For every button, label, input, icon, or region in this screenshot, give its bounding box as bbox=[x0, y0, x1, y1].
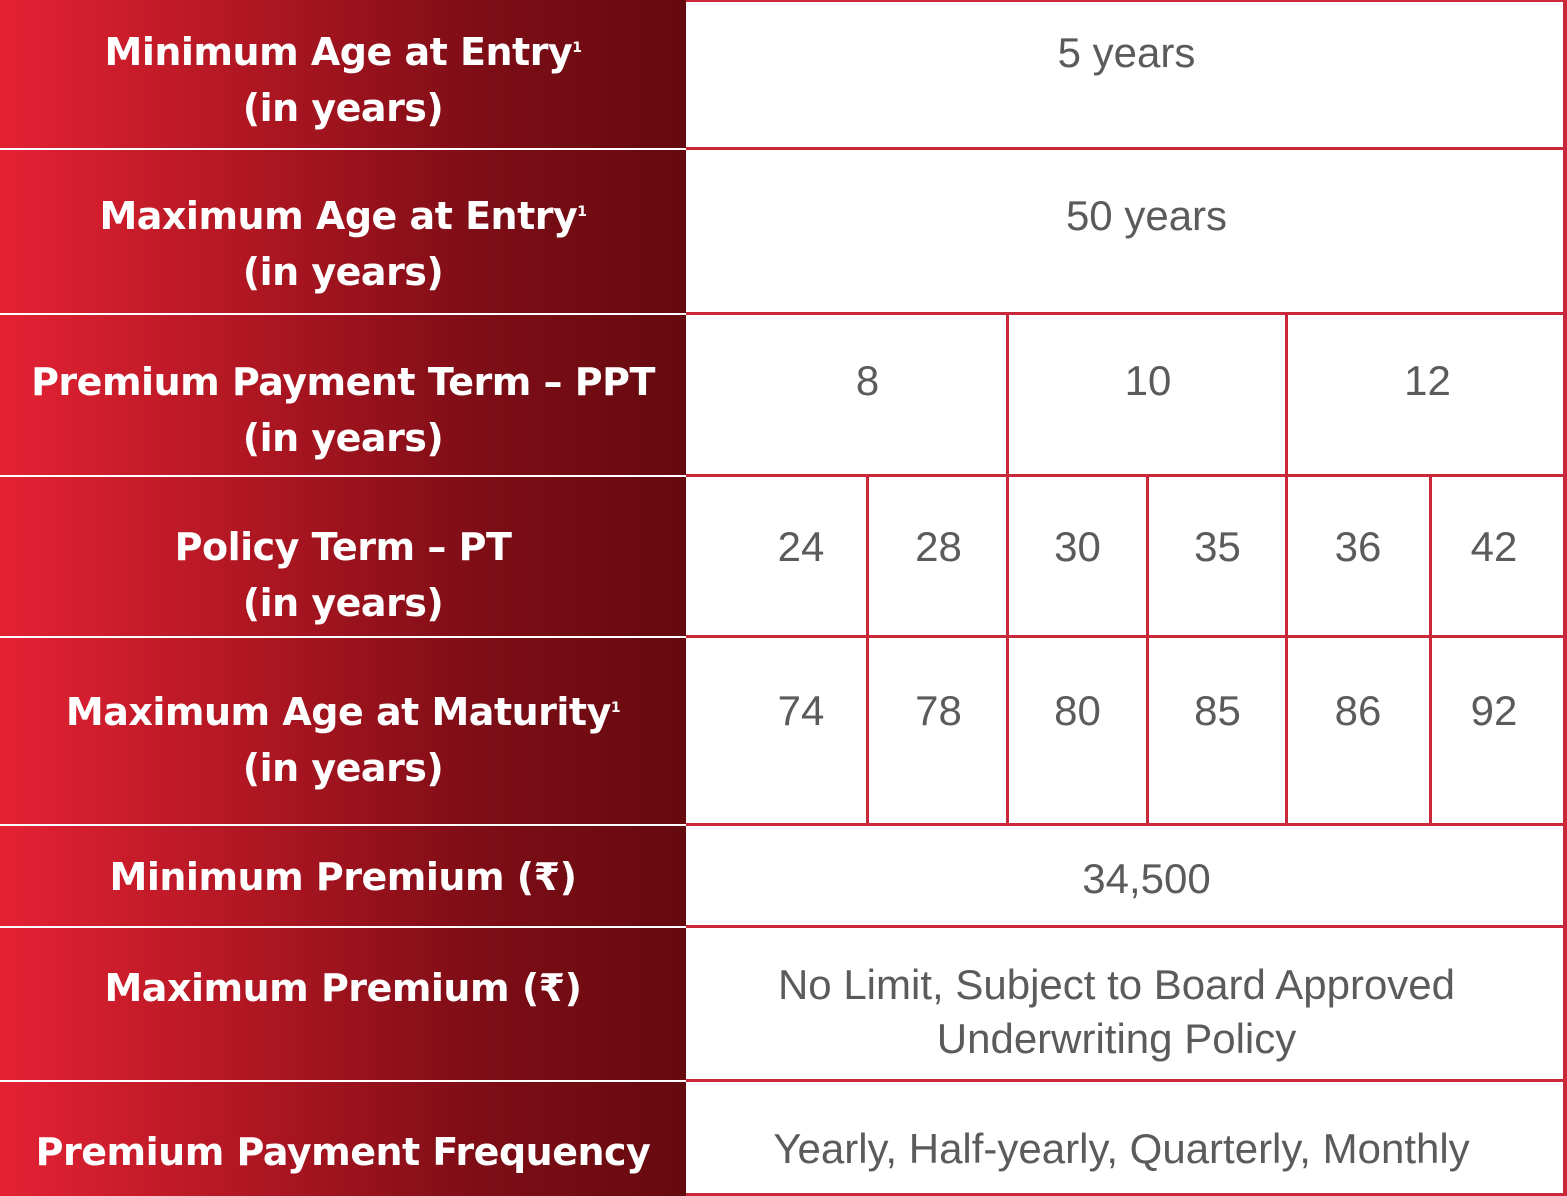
label-policy-term: Policy Term – PT (in years) bbox=[0, 477, 686, 636]
column-divider bbox=[866, 476, 869, 825]
footnote-marker: 1 bbox=[577, 204, 587, 220]
value-maximum-premium: No Limit, Subject to Board Approved Unde… bbox=[686, 958, 1547, 1066]
maturity-value-5: 86 bbox=[1334, 687, 1382, 734]
footnote-marker: 1 bbox=[572, 40, 582, 56]
row-divider bbox=[0, 313, 686, 315]
row-divider bbox=[686, 474, 1567, 477]
label-minimum-premium: Minimum Premium (₹) bbox=[0, 826, 686, 926]
value-premium-payment-frequency: Yearly, Half-yearly, Quarterly, Monthly bbox=[773, 1125, 1470, 1172]
row-divider bbox=[0, 636, 686, 638]
table-right-border bbox=[1563, 0, 1567, 1196]
label-maximum-age-at-maturity: Maximum Age at Maturity1 (in years) bbox=[0, 638, 686, 824]
label-premium-payment-frequency: Premium Payment Frequency bbox=[0, 1082, 686, 1196]
value-minimum-premium: 34,500 bbox=[1082, 855, 1211, 902]
column-divider bbox=[1429, 476, 1432, 825]
column-divider bbox=[1146, 476, 1149, 825]
pt-value-5: 36 bbox=[1334, 523, 1382, 570]
pt-value-6: 42 bbox=[1470, 523, 1518, 570]
table-top-border bbox=[686, 0, 1567, 2]
maturity-value-2: 78 bbox=[915, 687, 962, 734]
maturity-value-4: 85 bbox=[1194, 687, 1241, 734]
label-maximum-premium: Maximum Premium (₹) bbox=[0, 928, 686, 1080]
footnote-marker: 1 bbox=[610, 700, 621, 716]
value-maximum-age-at-entry: 50 years bbox=[1065, 192, 1228, 239]
maturity-value-6: 92 bbox=[1470, 687, 1518, 734]
label-maximum-age-at-entry: Maximum Age at Entry1 (in years) bbox=[0, 150, 686, 313]
pt-value-3: 30 bbox=[1054, 523, 1101, 570]
maturity-value-3: 80 bbox=[1054, 687, 1101, 734]
label-text: Maximum Age at Maturity bbox=[65, 690, 612, 734]
pt-value-2: 28 bbox=[915, 523, 962, 570]
ppt-value-2: 10 bbox=[1124, 357, 1172, 404]
row-divider bbox=[686, 312, 1567, 315]
maturity-value-1: 74 bbox=[777, 687, 825, 734]
value-line-2: Underwriting Policy bbox=[936, 1015, 1297, 1062]
row-divider bbox=[0, 1080, 686, 1082]
ppt-value-3: 12 bbox=[1404, 357, 1451, 404]
label-text: Maximum Age at Entry bbox=[99, 194, 578, 238]
table-bottom-border bbox=[686, 1193, 1567, 1196]
row-divider bbox=[686, 925, 1567, 928]
pt-value-1: 24 bbox=[777, 523, 825, 570]
row-divider bbox=[0, 926, 686, 928]
label-text: Maximum Premium (₹) bbox=[104, 966, 582, 1010]
label-unit: (in years) bbox=[242, 416, 444, 460]
label-text: Premium Payment Frequency bbox=[35, 1130, 651, 1174]
label-unit: (in years) bbox=[242, 581, 444, 625]
ppt-value-1: 8 bbox=[855, 357, 880, 404]
label-text: Minimum Age at Entry bbox=[104, 30, 573, 74]
label-unit: (in years) bbox=[242, 746, 444, 790]
label-minimum-age-at-entry: Minimum Age at Entry1 (in years) bbox=[0, 0, 686, 148]
row-divider bbox=[686, 147, 1567, 150]
value-line-1: No Limit, Subject to Board Approved bbox=[777, 961, 1456, 1008]
row-divider bbox=[686, 635, 1567, 638]
label-text: Policy Term – PT bbox=[174, 525, 512, 569]
row-divider bbox=[686, 823, 1567, 826]
row-divider bbox=[0, 475, 686, 477]
label-unit: (in years) bbox=[242, 250, 444, 294]
column-divider bbox=[1285, 314, 1288, 825]
label-unit: (in years) bbox=[242, 86, 444, 130]
value-minimum-age-at-entry: 5 years bbox=[1057, 29, 1196, 76]
label-text: Premium Payment Term – PPT bbox=[31, 360, 655, 404]
row-divider bbox=[686, 1079, 1567, 1082]
column-divider bbox=[1006, 314, 1009, 825]
label-text: Minimum Premium (₹) bbox=[109, 855, 577, 899]
pt-value-4: 35 bbox=[1194, 523, 1241, 570]
row-divider bbox=[0, 824, 686, 826]
row-divider bbox=[0, 148, 686, 150]
label-premium-payment-term: Premium Payment Term – PPT (in years) bbox=[0, 315, 686, 475]
